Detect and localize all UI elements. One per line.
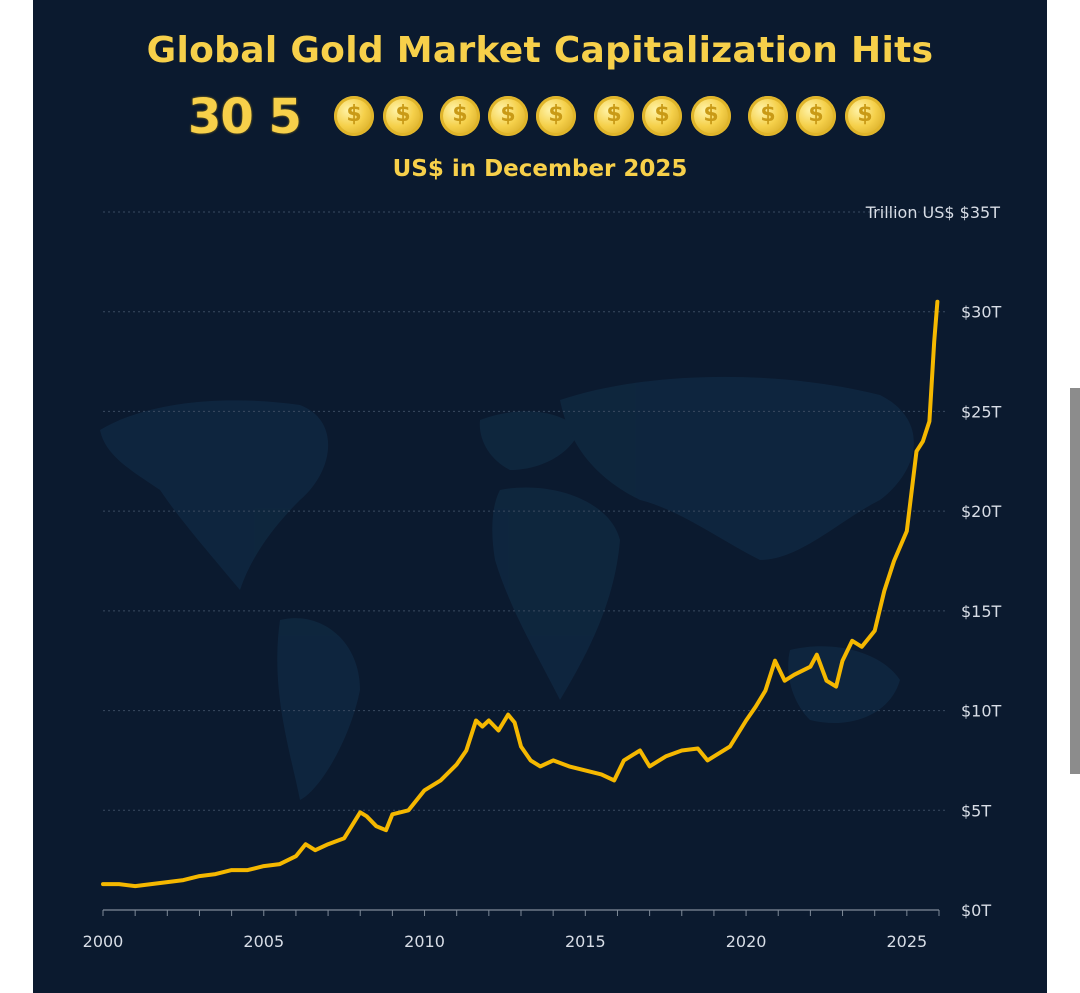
chart-subtitle: US$ in December 2025 [392, 156, 688, 182]
gold-coin-icon [383, 96, 423, 136]
y-tick-label: $5T [961, 801, 991, 820]
headline-amount: 30 5 [188, 89, 302, 145]
y-axis: $0T $5T $10T $15T $20T $25T $30T Trillion US$ $… [865, 203, 1002, 920]
x-tick-label: 2000 [83, 932, 124, 951]
world-map-background [100, 376, 914, 800]
gold-coin-icon [488, 96, 528, 136]
x-tick-label: 2025 [886, 932, 927, 951]
y-tick-label: $0T [961, 901, 991, 920]
gold-coin-icon [594, 96, 634, 136]
y-tick-label: $15T [961, 602, 1002, 621]
gridlines [103, 211, 945, 811]
scrollbar[interactable] [1070, 388, 1080, 774]
gold-coin-icon [334, 96, 374, 136]
chart-title: Global Gold Market Capitalization Hits [146, 30, 934, 71]
x-tick-label: 2010 [404, 932, 445, 951]
x-tick-label: 2005 [243, 932, 284, 951]
gold-coin-icon [748, 96, 788, 136]
gold-coin-icon [642, 96, 682, 136]
y-tick-label: $10T [961, 702, 1002, 721]
x-axis: 2000 2005 2010 2015 2020 2025 [83, 909, 940, 951]
y-tick-label: Trillion US$ $35T [865, 203, 1000, 222]
y-tick-label: $25T [961, 402, 1002, 421]
gold-coin-icon [691, 96, 731, 136]
y-tick-label: $20T [961, 502, 1002, 521]
gold-coin-icon [845, 96, 885, 136]
x-tick-label: 2015 [565, 932, 606, 951]
gold-coin-icon [440, 96, 480, 136]
gold-coin-icon [796, 96, 836, 136]
series-layer [101, 299, 940, 889]
x-tick-label: 2020 [726, 932, 767, 951]
series-line-gold-market-cap [101, 299, 940, 889]
y-tick-label: $30T [961, 303, 1002, 322]
gold-coin-icon [536, 96, 576, 136]
